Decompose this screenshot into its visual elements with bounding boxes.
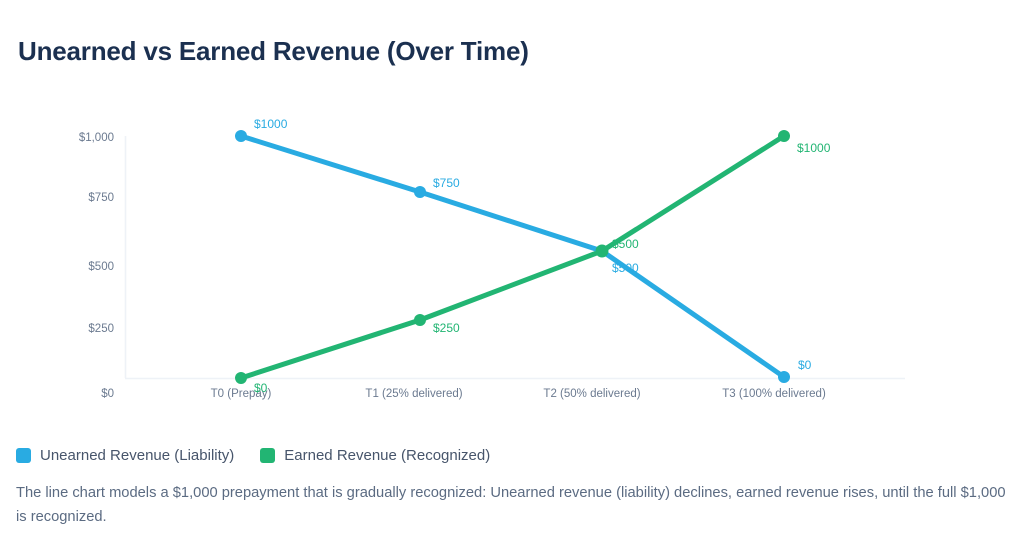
data-label-earned-t0: $0 [254, 381, 268, 395]
x-axis-tick-t1: T1 (25% delivered) [365, 388, 462, 400]
data-label-unearned-t2: $500 [612, 261, 639, 275]
series-line-unearned-revenue [238, 133, 787, 380]
data-point-earned-t1[interactable] [414, 314, 426, 326]
y-axis-tick-250: $250 [88, 323, 114, 335]
chart-caption: The line chart models a $1,000 prepaymen… [16, 485, 1006, 525]
data-label-unearned-t0: $1000 [254, 117, 288, 131]
x-axis-tick-t0: T0 (Prepay) [211, 388, 272, 400]
legend-item-unearned-revenue[interactable]: Unearned Revenue (Liability) [16, 447, 234, 464]
y-axis-tick-750: $750 [88, 192, 114, 204]
legend-item-earned-revenue[interactable]: Earned Revenue (Recognized) [260, 447, 490, 464]
y-axis-tick-1000: $1,000 [79, 132, 114, 144]
data-point-earned-t0[interactable] [235, 372, 247, 384]
y-axis-tick-500: $500 [88, 261, 114, 273]
data-label-unearned-t3: $0 [798, 358, 812, 372]
data-label-earned-t3: $1000 [797, 141, 831, 155]
data-label-earned-t1: $250 [433, 321, 460, 335]
data-point-crossing-t2[interactable] [595, 244, 609, 258]
chart-legend: Unearned Revenue (Liability) Earned Reve… [16, 447, 490, 464]
y-axis-tick-0: $0 [101, 388, 114, 400]
data-point-unearned-t0[interactable] [235, 130, 247, 142]
data-point-unearned-t3[interactable] [778, 371, 790, 383]
square-swatch-icon [260, 448, 276, 463]
series-line-earned-revenue [238, 133, 787, 381]
data-label-earned-t2: $500 [612, 237, 639, 251]
square-swatch-icon [16, 448, 31, 463]
line-chart: $1,000 $750 $500 $250 $0 T0 (Prepay) T1 … [0, 96, 1024, 416]
x-axis-tick-t2: T2 (50% delivered) [543, 388, 640, 400]
chart-canvas: $1,000 $750 $500 $250 $0 T0 (Prepay) T1 … [79, 117, 905, 400]
legend-label-unearned-revenue: Unearned Revenue (Liability) [40, 447, 235, 464]
data-label-unearned-t1: $750 [433, 176, 460, 190]
page-title: Unearned vs Earned Revenue (Over Time) [18, 36, 529, 66]
data-point-earned-t3[interactable] [778, 130, 790, 142]
legend-label-earned-revenue: Earned Revenue (Recognized) [284, 447, 491, 464]
x-axis-tick-t3: T3 (100% delivered) [722, 388, 826, 400]
data-point-unearned-t1[interactable] [414, 186, 426, 198]
